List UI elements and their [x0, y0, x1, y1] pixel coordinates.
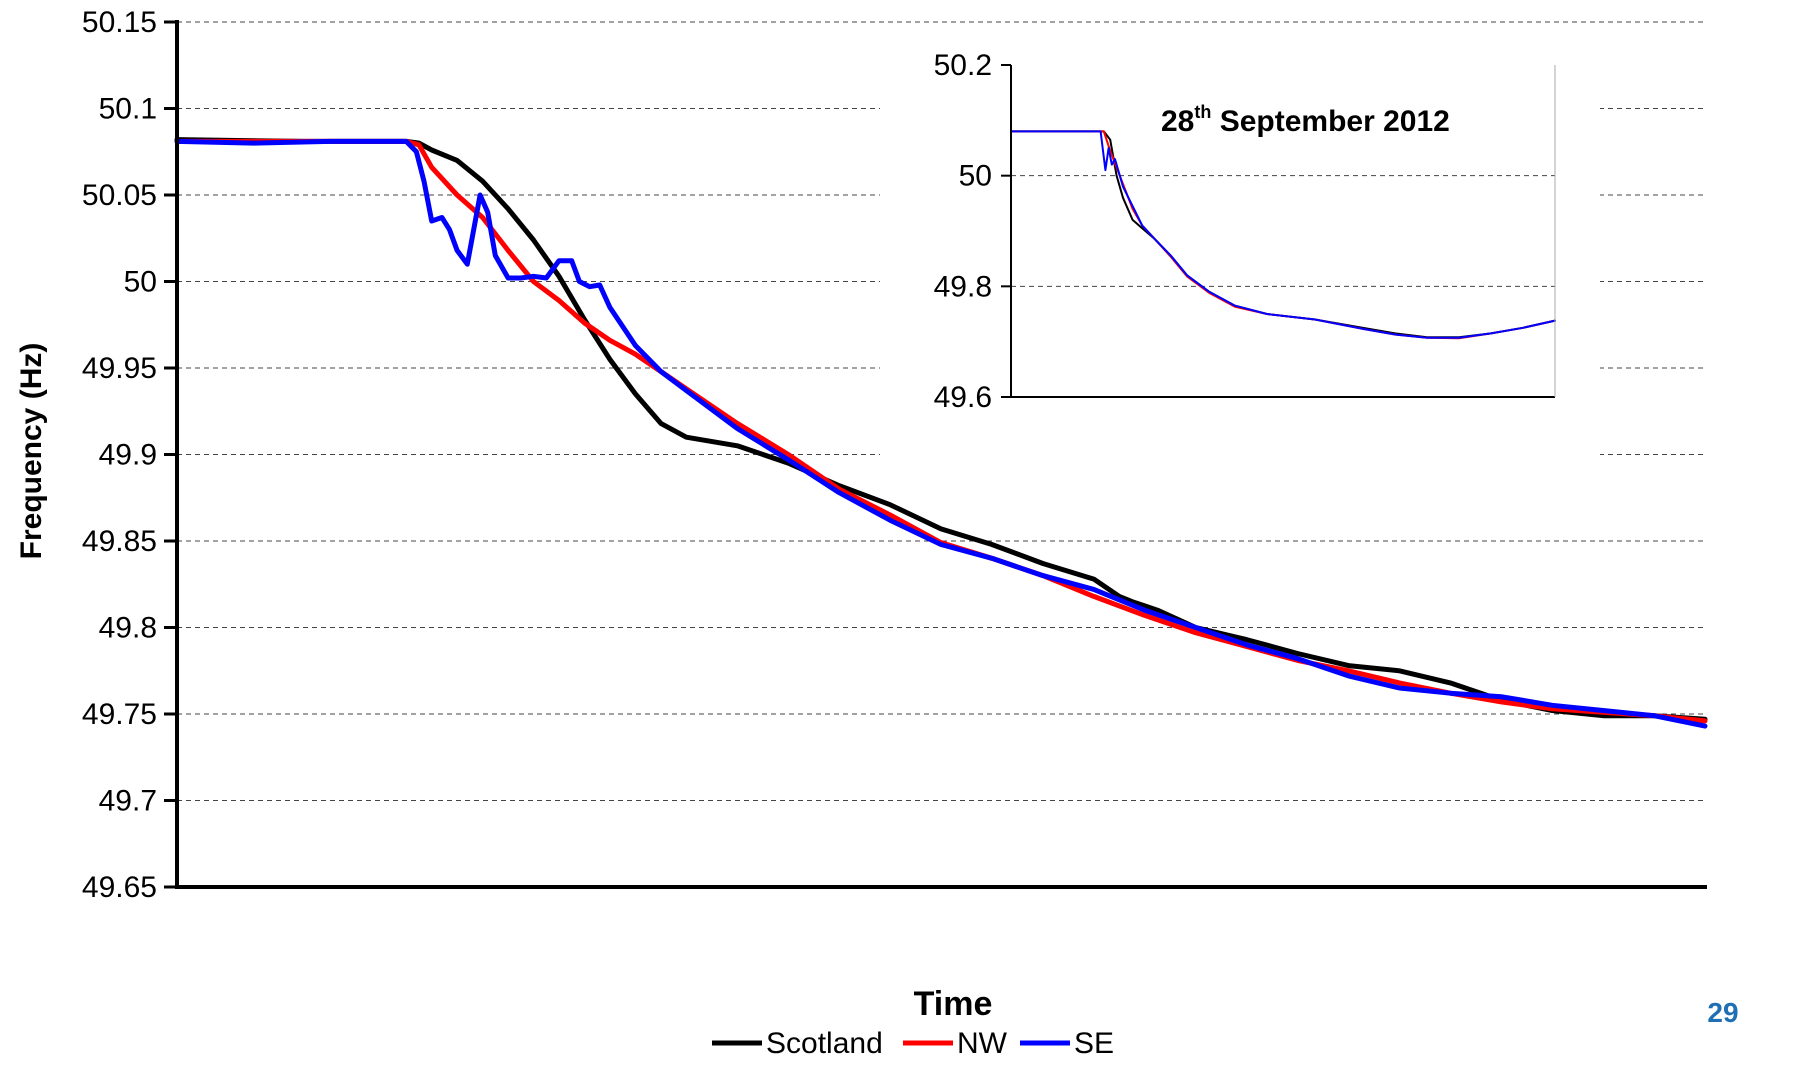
main-y-tick-label: 50.1: [99, 93, 157, 126]
inset-gridlines: [1011, 175, 1555, 287]
inset-y-tick-label: 49.8: [934, 270, 992, 303]
x-axis-title: Time: [914, 985, 993, 1023]
main-y-tick-label: 49.65: [82, 871, 157, 904]
legend-label-nw: NW: [957, 1027, 1008, 1060]
inset-series-group: [1010, 130, 1556, 340]
inset-y-tick-label: 50: [959, 160, 992, 193]
slide-number: 29: [1707, 997, 1738, 1028]
main-y-tick-label: 50: [124, 266, 157, 299]
inset-y-tick-label: 50.2: [934, 49, 992, 82]
main-y-tick-label: 50.05: [82, 179, 157, 212]
main-tick-labels: 49.65 49.7 49.75 49.8 49.85 49.9 49.95 50 50.05 5…: [82, 6, 157, 904]
legend-label-se: SE: [1074, 1027, 1114, 1060]
legend: Scotland NW SE: [712, 1027, 1114, 1060]
inset-title-day: 28: [1161, 105, 1194, 138]
main-axes: [164, 20, 1707, 889]
series-line-scotland: [174, 137, 1708, 722]
inset-series-line-se: [1010, 130, 1556, 339]
series-line-nw: [174, 138, 1708, 724]
inset-title-suffix: th: [1194, 102, 1211, 122]
main-y-tick-label: 49.8: [99, 612, 157, 645]
main-y-tick-label: 49.7: [99, 785, 157, 818]
inset-axes: [1001, 64, 1556, 398]
inset-background: [880, 40, 1600, 460]
y-axis-title: Frequency (Hz): [15, 343, 48, 560]
main-y-tick-label: 49.85: [82, 525, 157, 558]
main-y-tick-label: 49.75: [82, 698, 157, 731]
main-y-tick-label: 49.9: [99, 439, 157, 472]
main-series-group: [174, 137, 1708, 729]
inset-y-tick-label: 49.6: [934, 381, 992, 414]
inset-title-rest: September 2012: [1211, 105, 1449, 138]
inset-title: 28th September 2012: [1161, 102, 1450, 138]
legend-label-scotland: Scotland: [766, 1027, 883, 1060]
main-y-tick-label: 49.95: [82, 352, 157, 385]
series-line-se: [174, 138, 1708, 729]
main-y-tick-label: 50.15: [82, 6, 157, 39]
